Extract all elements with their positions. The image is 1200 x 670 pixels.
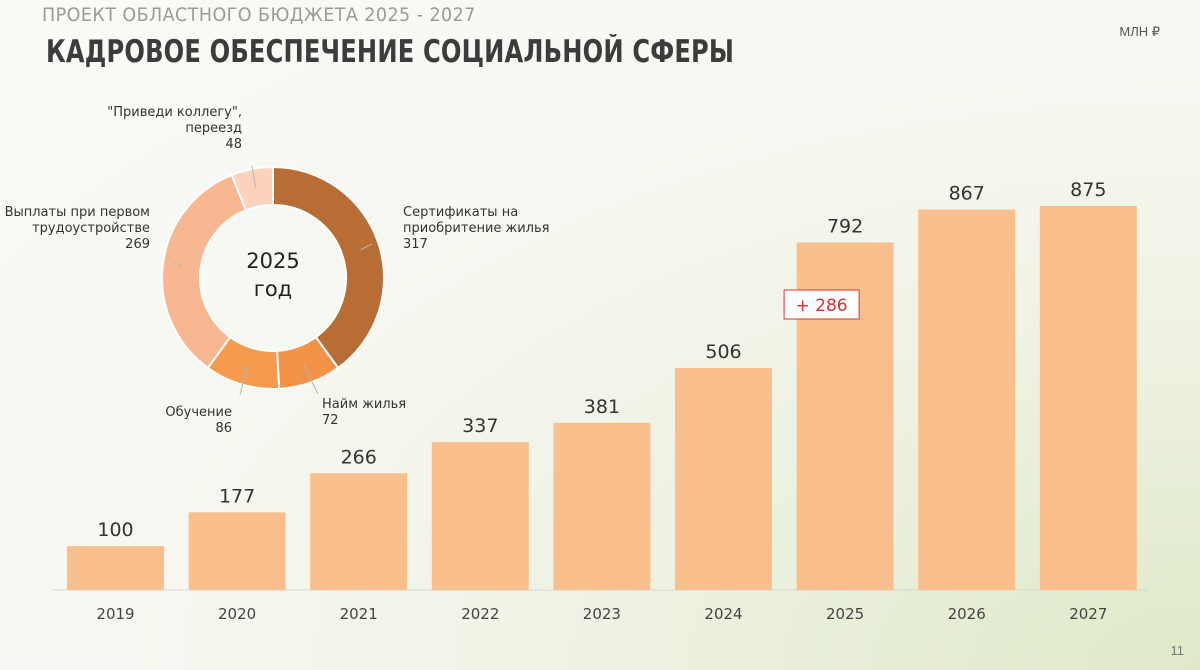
x-tick-label: 2027	[1069, 605, 1107, 623]
donut-value-label: 317	[403, 237, 428, 252]
x-tick-label: 2022	[461, 605, 499, 623]
bar-2024	[675, 367, 772, 590]
bar-value-label: 506	[705, 341, 741, 363]
page-number: 11	[1170, 643, 1185, 658]
bar-2019	[67, 546, 164, 590]
delta-annotation-box	[783, 289, 860, 320]
x-tick-label: 2019	[96, 605, 134, 623]
x-tick-label: 2020	[218, 605, 256, 623]
bar-value-label: 266	[341, 446, 377, 468]
bar-value-label: 177	[219, 485, 255, 507]
presentation-supertitle: ПРОЕКТ ОБЛАСТНОГО БЮДЖЕТА 2025 - 2027	[42, 4, 476, 26]
donut-center-label: год	[254, 277, 292, 301]
bar-2020	[188, 512, 286, 590]
donut-leader-line	[239, 366, 248, 396]
donut-leader-line	[303, 364, 319, 395]
donut-category-label: Сертификаты на	[403, 205, 518, 220]
bar-2026	[918, 209, 1016, 590]
bar-2021	[310, 473, 408, 590]
bar-value-label: 381	[584, 396, 620, 418]
delta-annotation-label: + 286	[796, 296, 848, 316]
donut-category-label: приобритение жилья	[403, 221, 549, 236]
donut-center-label: 2025	[246, 249, 299, 273]
donut-value-label: 72	[322, 413, 339, 428]
donut-category-label: переезд	[185, 121, 242, 136]
bar-value-label: 875	[1070, 179, 1106, 201]
bar-2027	[1039, 206, 1137, 590]
bar-2023	[553, 422, 651, 590]
x-tick-label: 2025	[826, 605, 864, 623]
donut-category-label: Обучение	[165, 405, 232, 420]
bar-value-label: 337	[462, 415, 498, 437]
donut-slice	[230, 165, 274, 212]
donut-leader-line	[251, 165, 257, 188]
units-label: МЛН ₽	[1119, 24, 1160, 39]
donut-category-label: "Приведи коллегу",	[107, 105, 242, 120]
x-tick-label: 2024	[704, 605, 742, 623]
donut-slice	[272, 165, 385, 370]
bar-value-label: 100	[97, 519, 133, 541]
donut-category-label: трудоустройстве	[32, 221, 150, 236]
donut-leader-line	[173, 261, 182, 268]
donut-leader-line	[360, 243, 373, 251]
bar-value-label: 867	[949, 183, 985, 205]
donut-value-label: 86	[215, 421, 232, 436]
donut-category-label: Найм жилья	[322, 397, 406, 412]
bar-2022	[431, 442, 529, 590]
x-tick-label: 2023	[583, 605, 621, 623]
donut-value-label: 269	[125, 237, 150, 252]
slide-title: КАДРОВОЕ ОБЕСПЕЧЕНИЕ СОЦИАЛЬНОЙ СФЕРЫ	[46, 34, 735, 70]
bar-value-label: 792	[827, 215, 863, 237]
x-tick-label: 2026	[948, 605, 986, 623]
donut-value-label: 48	[225, 137, 242, 152]
donut-slice	[161, 173, 248, 370]
x-tick-label: 2021	[340, 605, 378, 623]
donut-category-label: Выплаты при первом	[5, 205, 150, 220]
